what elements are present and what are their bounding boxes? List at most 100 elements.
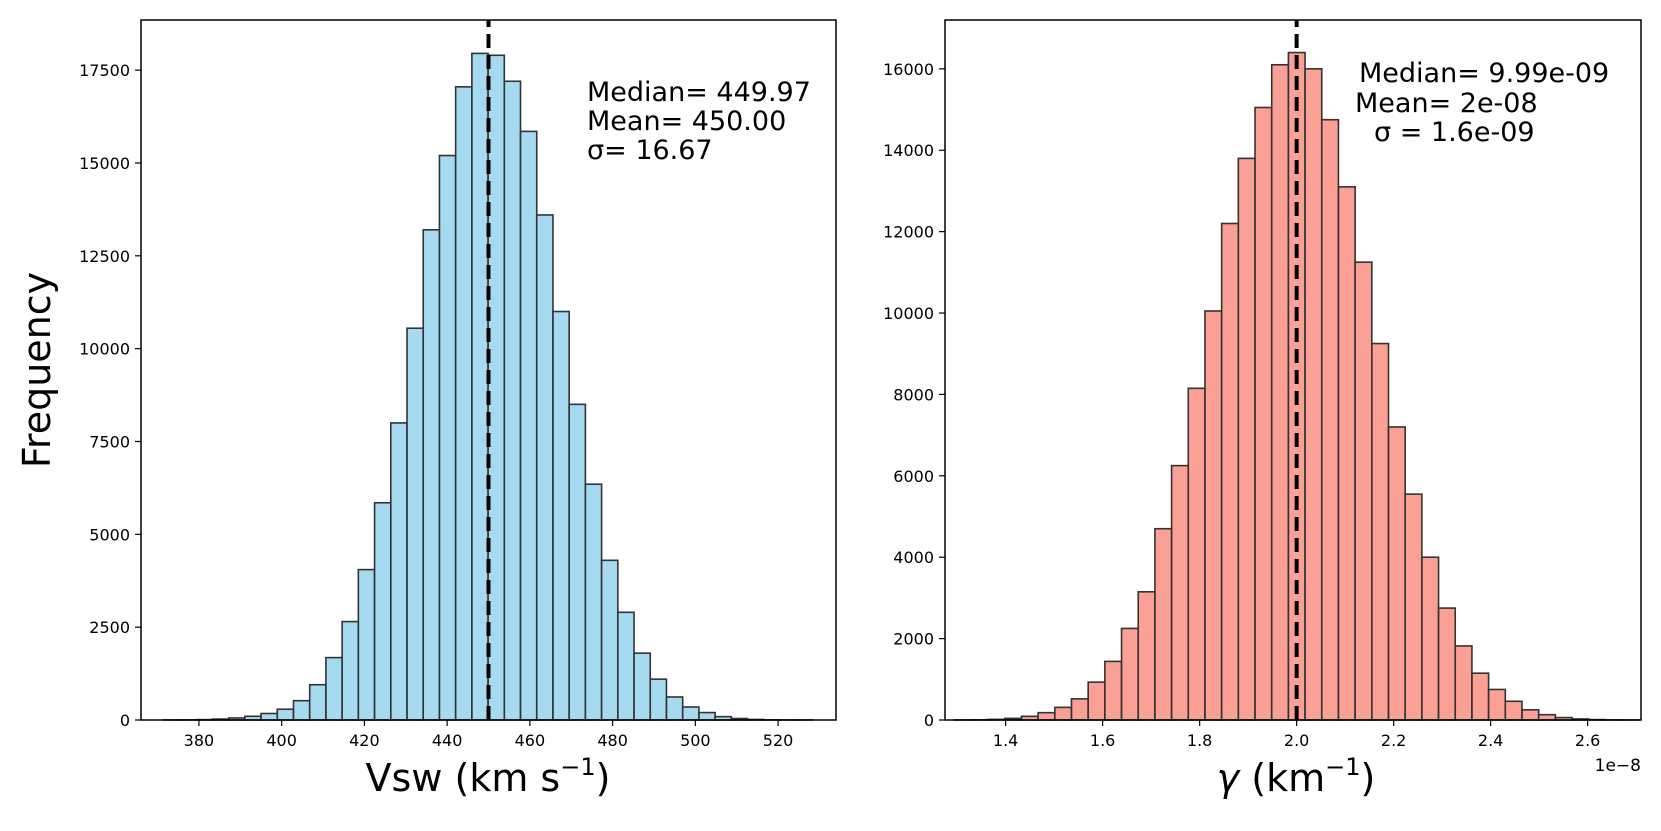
vsw-histogram-bar xyxy=(292,699,311,721)
gamma-histogram-bar xyxy=(1504,700,1523,721)
vsw-y-tick-label: 15000 xyxy=(79,154,130,173)
vsw-y-tick-label: 5000 xyxy=(89,525,130,544)
gamma-x-axis-label-sup: −1 xyxy=(1325,753,1360,781)
vsw-histogram-bar xyxy=(438,154,457,721)
vsw-x-tick-label: 420 xyxy=(349,731,380,750)
gamma-y-tick-label: 4000 xyxy=(893,548,934,567)
gamma-y-tick-label: 10000 xyxy=(883,304,934,323)
vsw-x-ticks: 380 400 420 440 460 480 500 520 xyxy=(184,720,794,750)
gamma-histogram-bar xyxy=(1254,106,1273,721)
vsw-histogram-bar xyxy=(584,483,603,721)
vsw-histogram-bar xyxy=(681,706,700,721)
gamma-y-tick-label: 12000 xyxy=(883,223,934,242)
vsw-x-tick-label: 520 xyxy=(763,731,794,750)
gamma-histogram-bar xyxy=(1070,698,1089,721)
vsw-y-tick-label: 10000 xyxy=(79,340,130,359)
gamma-histogram-bar xyxy=(1521,709,1540,721)
gamma-y-ticks: 0 2000 4000 6000 8000 10000 12000 14000 16000 xyxy=(883,60,945,730)
gamma-histogram-bar xyxy=(1120,627,1140,721)
gamma-x-tick-label: 2.0 xyxy=(1284,731,1309,750)
gamma-histogram-bar xyxy=(1137,590,1156,721)
gamma-histogram-bar xyxy=(1487,688,1507,721)
gamma-histogram-bar xyxy=(1237,157,1256,721)
gamma-histogram-bar xyxy=(1170,464,1190,721)
vsw-x-tick-label: 440 xyxy=(432,731,463,750)
y-axis-label: Frequency xyxy=(15,272,59,468)
vsw-x-axis-label-sup: −1 xyxy=(560,753,595,781)
vsw-histogram-bar xyxy=(471,52,489,721)
vsw-y-tick-label: 17500 xyxy=(79,61,130,80)
gamma-x-axis-label-tail: ) xyxy=(1361,756,1376,800)
gamma-histogram-bar xyxy=(1304,68,1323,721)
vsw-histogram-bar xyxy=(487,54,506,721)
vsw-histogram-bar xyxy=(276,708,295,721)
gamma-mean-annotation: Mean= 2e-08 xyxy=(1355,88,1538,119)
vsw-y-tick-label: 2500 xyxy=(89,618,130,637)
vsw-histogram-bar xyxy=(389,422,408,721)
gamma-x-axis-label: γ (km−1) xyxy=(1217,753,1376,800)
gamma-x-tick-label: 2.6 xyxy=(1575,731,1600,750)
gamma-x-tick-label: 1.6 xyxy=(1090,731,1115,750)
gamma-histogram-bar xyxy=(1104,660,1123,721)
gamma-histogram-bar xyxy=(1404,493,1423,721)
vsw-histogram-bar xyxy=(422,229,441,721)
vsw-histogram-bar xyxy=(698,711,716,721)
vsw-x-tick-label: 400 xyxy=(266,731,297,750)
gamma-histogram-bar xyxy=(1387,426,1406,721)
vsw-histogram-bar xyxy=(308,683,327,721)
vsw-bars xyxy=(162,52,814,721)
vsw-x-tick-label: 480 xyxy=(597,731,628,750)
vsw-histogram-bar xyxy=(454,86,473,721)
vsw-x-tick-label: 380 xyxy=(184,731,215,750)
gamma-histogram-bar xyxy=(1471,672,1490,721)
vsw-x-axis-label-main: Vsw (km s xyxy=(366,756,561,800)
gamma-median-annotation: Median= 9.99e-09 xyxy=(1359,58,1609,89)
gamma-histogram-bar xyxy=(1187,387,1206,721)
gamma-y-tick-label: 14000 xyxy=(883,141,934,160)
vsw-histogram-bar xyxy=(600,559,619,721)
gamma-x-tick-label: 2.4 xyxy=(1478,731,1503,750)
vsw-y-tick-label: 7500 xyxy=(89,432,130,451)
gamma-x-tick-label: 2.2 xyxy=(1381,731,1406,750)
vsw-histogram-bar xyxy=(260,712,279,721)
gamma-histogram-bar xyxy=(1354,261,1373,721)
vsw-y-ticks: 0 2500 5000 7500 10000 12500 15000 17500 xyxy=(79,61,141,730)
gamma-histogram-bar xyxy=(1337,186,1356,721)
vsw-histogram-bar xyxy=(406,327,425,721)
gamma-histogram-bar xyxy=(1204,310,1223,721)
gamma-bars xyxy=(953,51,1640,721)
gamma-histogram-bar xyxy=(1270,63,1290,721)
gamma-histogram-bar xyxy=(1421,556,1440,721)
vsw-plot-frame xyxy=(140,19,837,721)
gamma-plot-frame xyxy=(944,19,1642,721)
gamma-histogram-bar xyxy=(1054,706,1073,721)
gamma-histogram-bar xyxy=(1037,711,1056,721)
vsw-histogram-bar xyxy=(535,214,554,721)
vsw-sigma-annotation: σ= 16.67 xyxy=(587,135,713,166)
gamma-x-axis-label-main: (km xyxy=(1239,756,1325,800)
gamma-histogram-bar xyxy=(1437,607,1457,721)
gamma-histogram-bar xyxy=(1154,527,1173,721)
vsw-histogram-bar xyxy=(552,310,570,721)
vsw-median-annotation: Median= 449.97 xyxy=(587,77,811,108)
gamma-y-tick-label: 6000 xyxy=(893,467,934,486)
vsw-mean-annotation: Mean= 450.00 xyxy=(587,106,786,137)
vsw-histogram-bar xyxy=(649,678,668,721)
gamma-x-offset-label: 1e−8 xyxy=(1595,756,1641,776)
vsw-y-tick-label: 0 xyxy=(120,711,130,730)
vsw-x-tick-label: 500 xyxy=(680,731,711,750)
vsw-histogram-panel: 380 400 420 440 460 480 500 520 0 2500 5000 7500 10… xyxy=(15,19,837,800)
vsw-histogram-bar xyxy=(373,501,392,721)
vsw-x-axis-label-tail: ) xyxy=(596,756,611,800)
vsw-histogram-bar xyxy=(357,568,376,721)
vsw-histogram-bar xyxy=(665,696,684,721)
gamma-histogram-panel: 1.4 1.6 1.8 2.0 2.2 2.4 2.6 0 2000 4000 6000 8000 1… xyxy=(883,19,1642,800)
gamma-histogram-bar xyxy=(1087,681,1106,721)
vsw-histogram-bar xyxy=(617,611,635,721)
vsw-histogram-bar xyxy=(325,656,343,721)
gamma-histogram-bar xyxy=(1320,118,1340,721)
vsw-x-axis-label: Vsw (km s−1) xyxy=(366,753,611,800)
vsw-histogram-bar xyxy=(633,652,652,721)
gamma-x-tick-label: 1.8 xyxy=(1187,731,1212,750)
